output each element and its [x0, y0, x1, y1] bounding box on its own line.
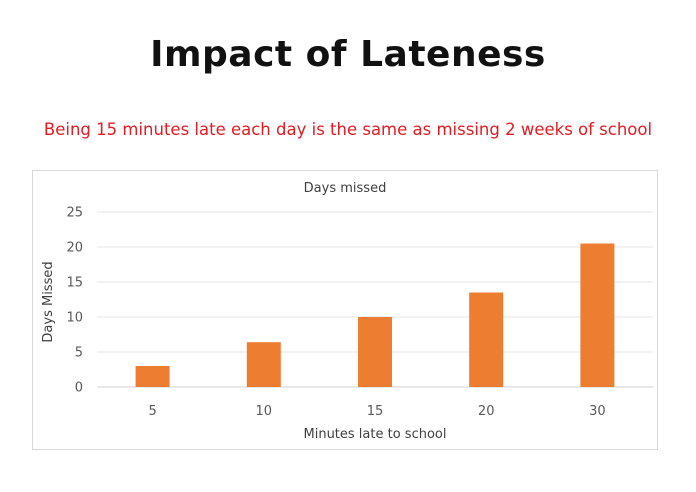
x-axis-label: Minutes late to school: [304, 427, 447, 442]
bar-20: [469, 292, 504, 387]
y-axis-ticks: 0 5 10 15 20 25: [66, 206, 83, 396]
y-tick-label: 0: [75, 381, 83, 396]
chart-frame: Days missed 0 5 10 15 20 25 5 10 15 20 30 Minutes…: [32, 170, 658, 450]
x-tick-label: 30: [589, 404, 606, 419]
bar-5: [135, 366, 170, 387]
x-tick-label: 20: [478, 404, 495, 419]
slide-subtitle: Being 15 minutes late each day is the sa…: [43, 120, 653, 139]
x-axis-ticks: 5 10 15 20 30: [148, 404, 605, 419]
chart-title: Days missed: [304, 181, 387, 196]
y-tick-label: 25: [66, 206, 83, 221]
bar-10: [246, 342, 281, 387]
y-tick-label: 10: [66, 311, 83, 326]
y-tick-label: 5: [75, 346, 83, 361]
slide-title: Impact of Lateness: [150, 34, 546, 75]
y-tick-label: 15: [66, 276, 83, 291]
bar-chart: Days missed 0 5 10 15 20 25 5 10 15 20 30 Minutes…: [41, 181, 653, 442]
bar-30: [580, 243, 615, 387]
x-tick-label: 15: [367, 404, 384, 419]
bars: [135, 243, 615, 387]
x-tick-label: 10: [256, 404, 273, 419]
bar-15: [358, 317, 392, 387]
x-tick-label: 5: [148, 404, 156, 419]
y-tick-label: 20: [66, 241, 83, 256]
y-axis-label: Days Missed: [41, 261, 56, 342]
